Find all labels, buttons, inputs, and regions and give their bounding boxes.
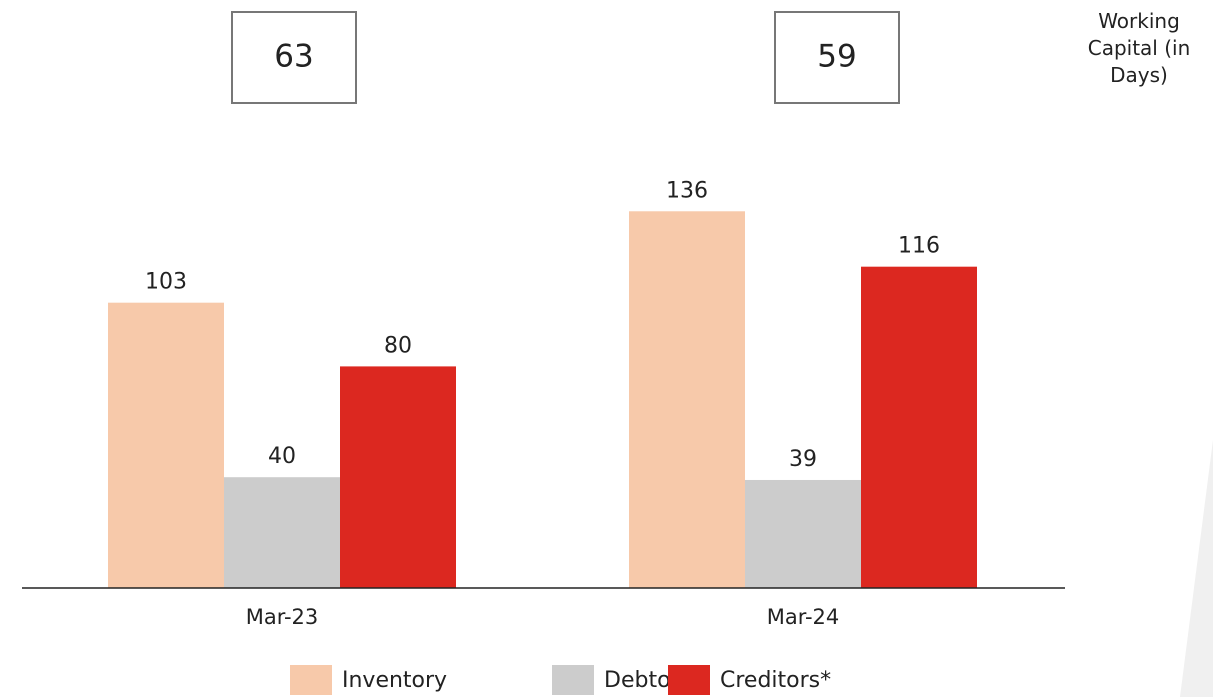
bar xyxy=(340,366,456,588)
bar xyxy=(224,477,340,588)
x-tick-label: Mar-24 xyxy=(767,605,840,629)
bar xyxy=(108,302,224,588)
value-label: 116 xyxy=(898,234,940,259)
decoration xyxy=(1180,440,1213,697)
legend-swatch xyxy=(290,665,332,695)
legend-swatch xyxy=(552,665,594,695)
value-label: 80 xyxy=(384,333,412,358)
working-capital-box xyxy=(231,11,357,104)
working-capital-value: 59 xyxy=(817,39,856,75)
working-capital-label: Working Capital (in Days) xyxy=(1087,9,1191,87)
value-label: 136 xyxy=(666,178,708,203)
bar xyxy=(745,479,861,588)
working-capital-box xyxy=(774,11,900,104)
bar xyxy=(629,211,745,588)
legend-label: Inventory xyxy=(342,668,447,693)
working-capital-value: 63 xyxy=(274,39,313,75)
value-label: 103 xyxy=(145,270,187,295)
x-tick-label: Mar-23 xyxy=(246,605,319,629)
legend-label: Creditors* xyxy=(720,668,831,693)
bar xyxy=(861,266,977,588)
value-label: 40 xyxy=(268,444,296,469)
legend-swatch xyxy=(668,665,710,695)
value-label: 39 xyxy=(789,447,817,472)
